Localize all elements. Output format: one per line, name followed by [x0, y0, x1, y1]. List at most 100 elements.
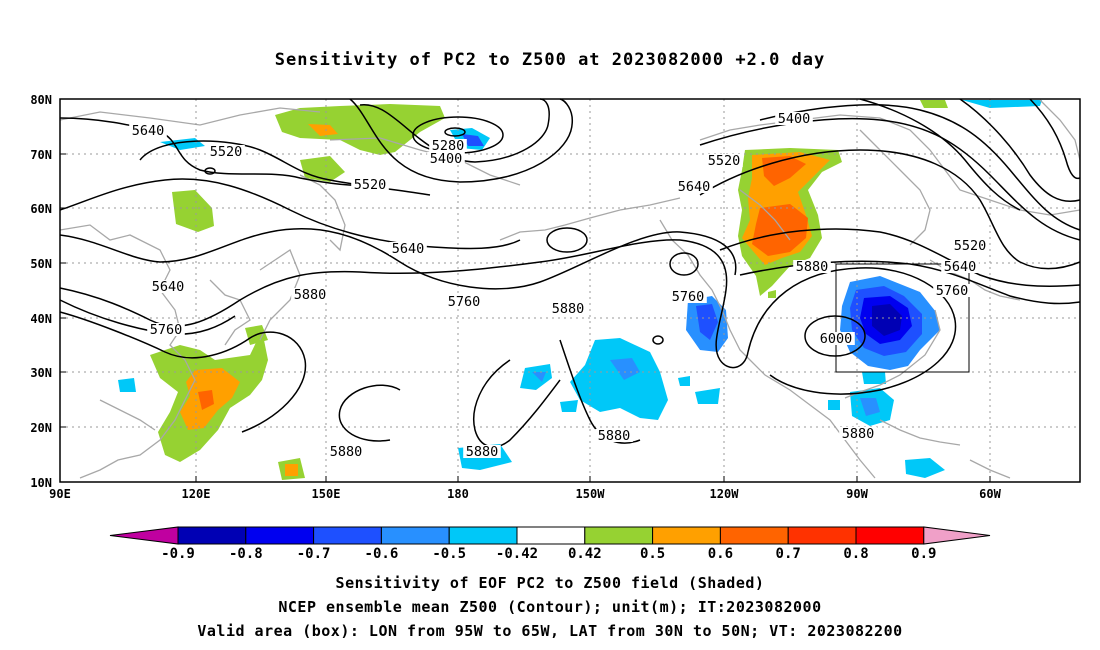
lat-tick-label: 50N [30, 257, 52, 271]
contour-line [59, 311, 307, 433]
contour-label: 5520 [708, 153, 741, 169]
colorbar-label: -0.6 [365, 546, 399, 562]
colorbar-label: -0.7 [297, 546, 331, 562]
lon-tick-label: 90E [49, 487, 71, 501]
contour-label: 5640 [132, 123, 165, 139]
contour-label: 5880 [598, 428, 631, 444]
contour-label-bg [775, 112, 813, 125]
contour-label: 5880 [796, 259, 829, 275]
contour-label-bg [147, 323, 185, 336]
colorbar-segment [245, 526, 315, 545]
contour-label-bg [429, 139, 467, 152]
caption-valid-area: Valid area (box): LON from 95W to 65W, L… [197, 622, 903, 640]
colorbar-label: 0.7 [776, 546, 801, 562]
contour-label: 5880 [842, 426, 875, 442]
contour-label: 5520 [210, 144, 243, 160]
contour-label-bg [705, 154, 743, 167]
contour-line [59, 117, 381, 187]
valid-area-box [835, 263, 970, 373]
coastline [739, 189, 791, 241]
shade-positive-stronger-region [752, 204, 808, 256]
contour-label: 5640 [678, 179, 711, 195]
contour-label-bg [207, 145, 245, 158]
contour-line [546, 227, 588, 253]
contour-label-bg [427, 152, 465, 165]
contour-label: 5280 [432, 138, 465, 154]
contour-label-bg [389, 242, 427, 255]
contour-label-bg [129, 124, 167, 137]
shade-negative-region [828, 400, 840, 410]
contour-label-bg [941, 260, 979, 273]
caption-shading: Sensitivity of EOF PC2 to Z500 field (Sh… [335, 574, 765, 592]
lon-tick-label: 60W [979, 487, 1001, 501]
lat-tick-label: 60N [30, 202, 52, 216]
contour-line [759, 104, 1081, 231]
contour-line [859, 98, 1021, 211]
lon-tick-label: 120E [182, 487, 211, 501]
coastline [859, 129, 931, 246]
coastline [879, 419, 961, 446]
coastline [1039, 99, 1081, 161]
lat-tick-label: 80N [30, 93, 52, 107]
colorbar-label: 0.9 [911, 546, 936, 562]
contour-label: 5880 [552, 301, 585, 317]
contour-line [204, 167, 216, 175]
contour-line [747, 267, 957, 395]
contour-label: 5640 [944, 259, 977, 275]
contour-label: 5640 [392, 241, 425, 257]
coastline [499, 197, 681, 241]
lat-tick-label: 20N [30, 421, 52, 435]
contour-label-bg [793, 260, 831, 273]
contour-label-bg [351, 178, 389, 191]
contour-label: 5400 [778, 111, 811, 127]
colorbar-segment [380, 526, 450, 545]
lon-tick-label: 180 [447, 487, 469, 501]
contour-label: 5880 [294, 287, 327, 303]
contour-label-bg [675, 180, 713, 193]
contour-label: 5760 [448, 294, 481, 310]
colorbar-segment [787, 526, 857, 545]
lon-tick-label: 90W [846, 487, 868, 501]
map-frame [59, 98, 1081, 483]
contour-label-bg [951, 239, 989, 252]
colorbar: -0.9 -0.8 -0.7 -0.6 -0.5 -0.42 0.42 0.5 0.6 0.7 0.… [109, 526, 991, 562]
shade-positive-strong-region [285, 464, 298, 476]
coastline [59, 224, 171, 291]
shade-negative-strongest-region [872, 304, 902, 336]
contour-label-bg [291, 288, 329, 301]
colorbar-label: -0.5 [432, 546, 466, 562]
shade-negative-region [695, 388, 720, 404]
shade-negative-strong-region [532, 372, 546, 382]
shade-positive-region [275, 104, 445, 155]
shade-negative-strong-region [610, 358, 640, 380]
contour-label-bg [463, 445, 501, 458]
contour-label: 5520 [954, 238, 987, 254]
contour-label-bg [445, 295, 483, 308]
contour-label-bg [327, 445, 365, 458]
colorbar-segment [177, 526, 247, 545]
shade-negative-region [862, 372, 886, 384]
contour-label-bg [933, 284, 971, 297]
lat-tick-label: 40N [30, 312, 52, 326]
shade-positive-region [920, 100, 948, 108]
colorbar-segment [313, 526, 382, 545]
coastline [969, 459, 1011, 479]
colorbar-segment [719, 526, 789, 545]
contour-label: 5400 [430, 151, 463, 167]
graticule [60, 99, 1080, 482]
contour-line [338, 384, 401, 442]
shade-positive-stronger-region [198, 390, 214, 410]
shade-negative-region [520, 364, 552, 390]
contour-line [59, 178, 521, 250]
figure-title: Sensitivity of PC2 to Z500 at 2023082000… [274, 50, 826, 70]
contour-label: 5760 [936, 283, 969, 299]
contour-label-bg [549, 302, 587, 315]
lon-tick-label: 120W [710, 487, 740, 501]
colorbar-label: 0.8 [843, 546, 868, 562]
colorbar-label: 0.6 [708, 546, 733, 562]
shade-negative-region [962, 100, 1042, 108]
coastlines [59, 99, 1081, 479]
